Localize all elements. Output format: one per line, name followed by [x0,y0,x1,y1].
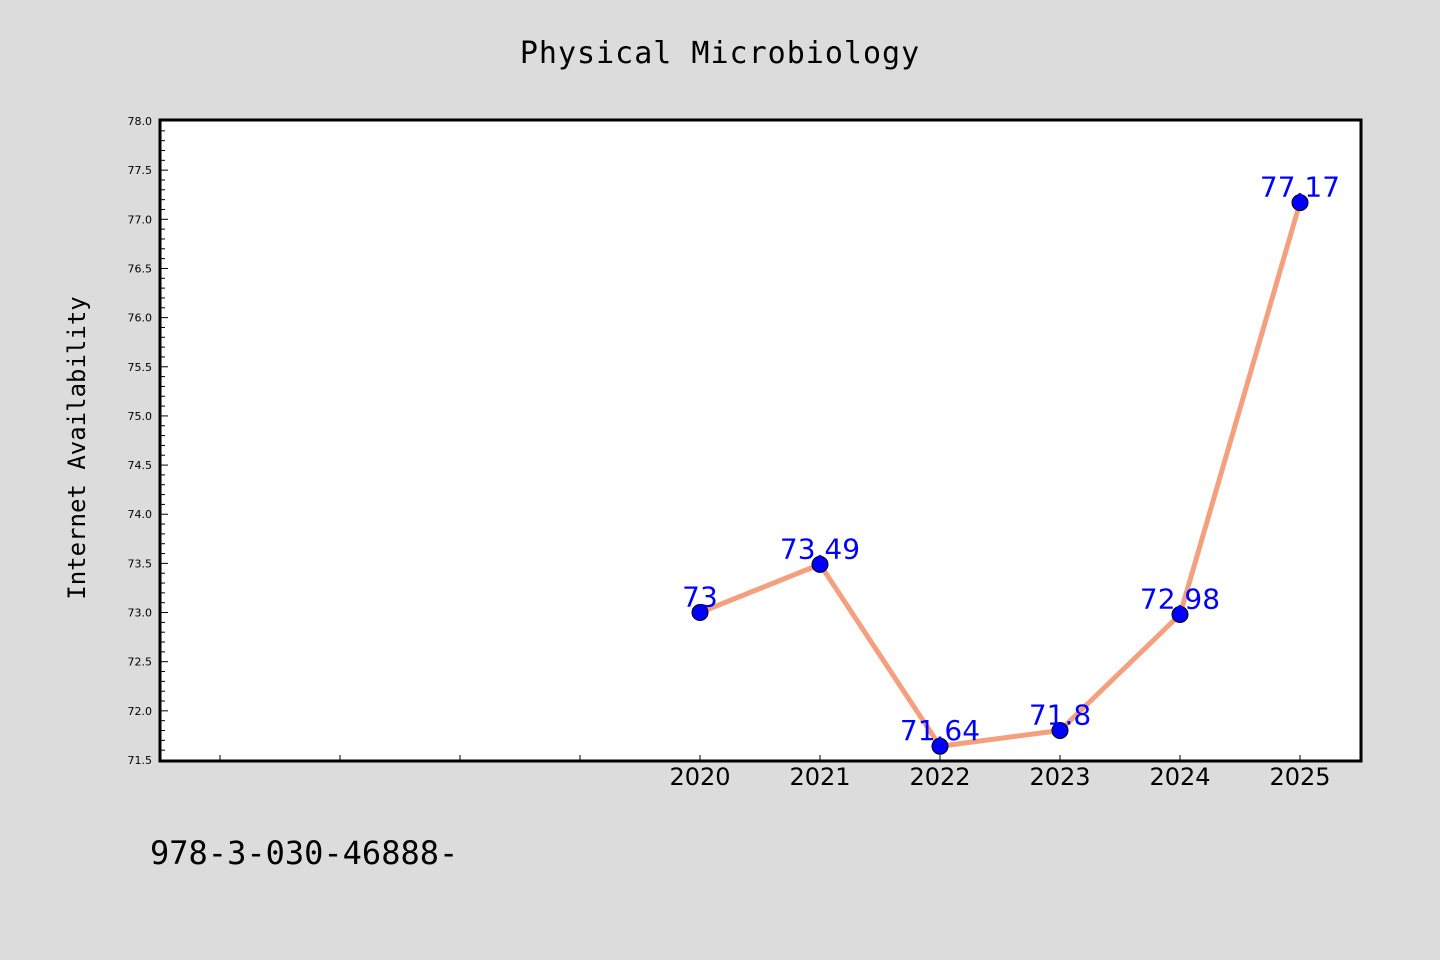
data-point [811,555,829,573]
x-tick-label: 2024 [1149,763,1210,791]
y-tick-label: 74.0 [128,508,153,521]
y-tick-label: 76.0 [128,312,153,325]
x-tick-label: 2022 [909,763,970,791]
y-tick-label: 76.5 [128,262,153,275]
data-point [931,737,949,755]
x-tick-label: 2021 [789,763,850,791]
isbn-text: 978-3-030-46888- [150,834,458,872]
series-line-group [697,200,1303,749]
data-label: 77.17 [1260,171,1340,204]
x-tick-label: 2023 [1029,763,1090,791]
y-tick-label: 77.0 [128,213,153,226]
data-label: 73 [682,581,718,614]
y-tick-label: 72.5 [128,656,153,669]
plot-area [158,118,1363,763]
data-point [1051,722,1069,740]
data-point [691,604,709,622]
data-label: 71.64 [900,714,980,747]
series-markers [691,194,1309,755]
data-point [1171,606,1189,624]
y-axis-label: Internet Availability [63,296,91,599]
data-label: 73.49 [780,532,860,565]
x-tick-label: 2020 [669,763,730,791]
data-label: 71.8 [1029,699,1091,732]
data-point [1291,194,1309,212]
y-tick-label: 77.5 [128,164,153,177]
series-line [697,200,1303,749]
y-tick-label: 75.5 [128,361,153,374]
y-tick-label: 71.5 [128,754,153,767]
y-tick-label: 73.0 [128,607,153,620]
data-labels: 73 73.49 71.64 71.8 72.98 77.17 [682,171,1340,748]
y-tick-label: 78.0 [128,115,153,128]
y-tick-label: 72.0 [128,705,153,718]
x-axis-ticks: 2020 2021 2022 2023 2024 2025 [219,755,1331,791]
y-axis-ticks: 71.5 72.0 72.5 73.0 73.5 74.0 74.5 75.0 75.5 76.0… [128,115,168,767]
x-tick-label: 2025 [1269,763,1330,791]
chart-title: Physical Microbiology [520,36,920,71]
y-tick-label: 75.0 [128,410,153,423]
y-tick-label: 74.5 [128,459,153,472]
data-label: 72.98 [1140,583,1220,616]
y-tick-label: 73.5 [128,557,153,570]
